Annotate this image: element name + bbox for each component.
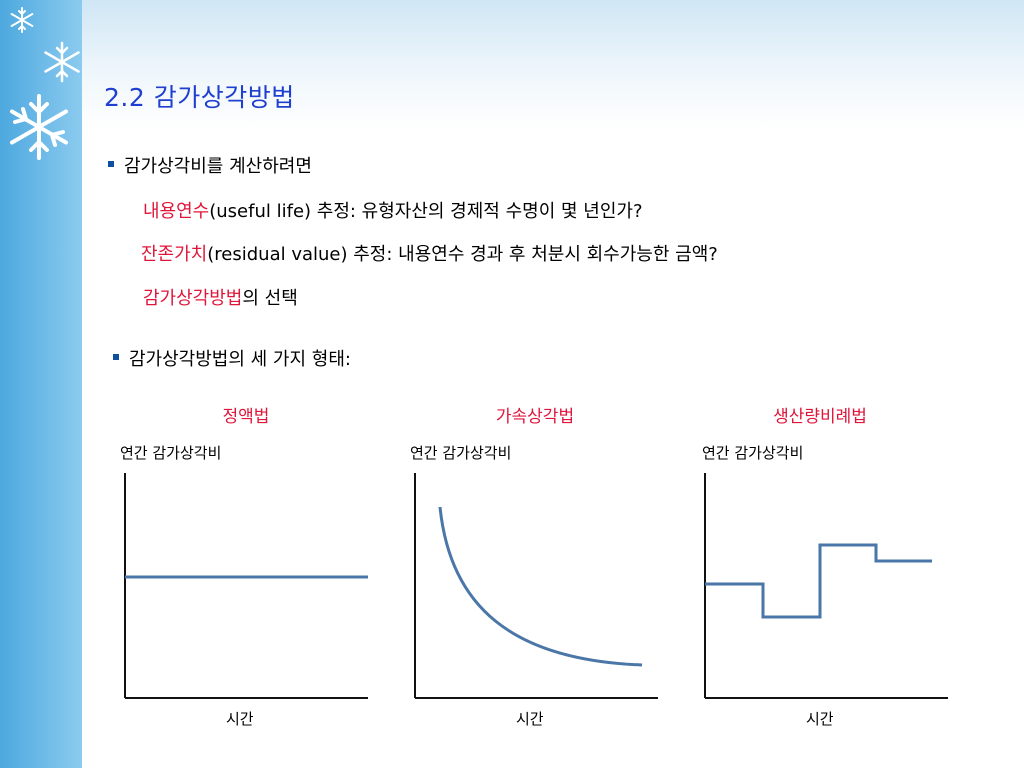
bullet-item: 감가상각방법의 세 가지 형태: xyxy=(113,345,351,371)
depreciation-step-line xyxy=(705,543,932,619)
snowflake-icon xyxy=(44,41,80,83)
term-description: (useful life) 추정: 유형자산의 경제적 수명이 몇 년인가? xyxy=(209,201,643,222)
bullet-square-icon xyxy=(108,161,114,167)
list-item: 감가상각방법의 선택 xyxy=(143,284,298,310)
depreciation-curve xyxy=(438,506,643,667)
term-depreciation-method: 감가상각방법 xyxy=(143,288,243,309)
method-title-units-of-production: 생산량비례법 xyxy=(773,407,867,427)
graph-accelerated xyxy=(414,473,658,699)
y-axis-label: 연간 감가상각비 xyxy=(410,444,512,462)
x-axis-label: 시간 xyxy=(516,710,544,728)
bullet-square-icon xyxy=(113,354,119,360)
term-useful-life: 내용연수 xyxy=(143,201,210,222)
graph-units-of-production xyxy=(704,473,948,699)
bullet-text: 감가상각방법의 세 가지 형태: xyxy=(129,349,351,370)
y-axis-label: 연간 감가상각비 xyxy=(702,444,804,462)
bullet-text: 감가상각비를 계산하려면 xyxy=(124,156,312,177)
term-residual-value: 잔존가치 xyxy=(141,244,208,265)
page-title: 2.2 감가상각방법 xyxy=(104,83,295,112)
method-title-straight-line: 정액법 xyxy=(222,407,270,427)
y-axis-label: 연간 감가상각비 xyxy=(120,444,222,462)
list-item: 잔존가치(residual value) 추정: 내용연수 경과 후 처분시 회… xyxy=(141,240,718,266)
snowflake-icon xyxy=(10,94,68,160)
bullet-item: 감가상각비를 계산하려면 xyxy=(108,152,312,178)
list-item: 내용연수(useful life) 추정: 유형자산의 경제적 수명이 몇 년인… xyxy=(143,197,643,223)
snowflake-icon xyxy=(10,7,34,33)
term-description: (residual value) 추정: 내용연수 경과 후 처분시 회수가능한… xyxy=(207,244,718,265)
x-axis-label: 시간 xyxy=(806,710,834,728)
x-axis-label: 시간 xyxy=(226,710,254,728)
term-description: 의 선택 xyxy=(242,288,298,309)
graph-straight-line xyxy=(124,473,368,699)
method-title-accelerated: 가속상각법 xyxy=(495,407,575,427)
